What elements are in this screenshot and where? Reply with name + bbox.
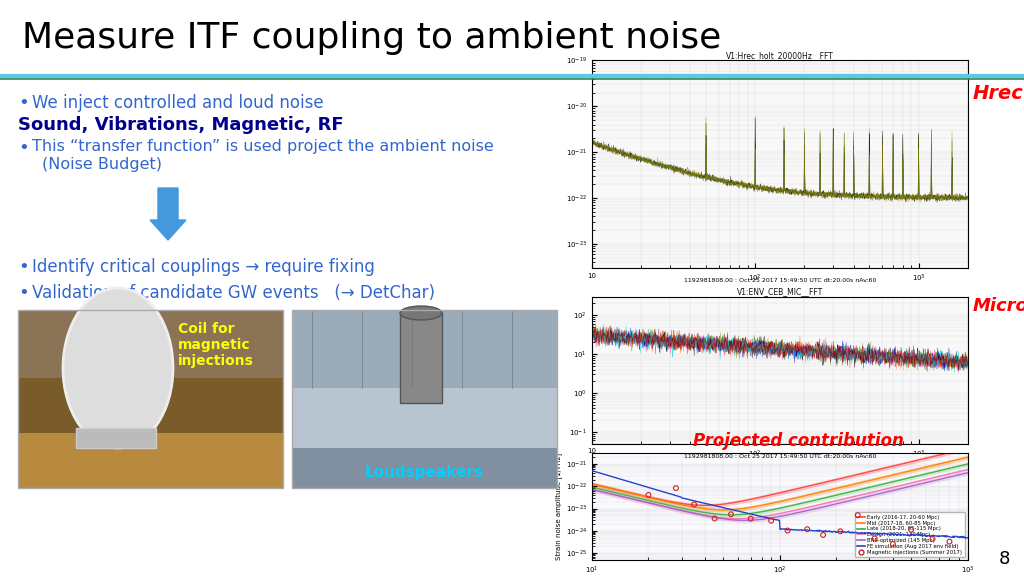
Point bbox=[866, 534, 883, 543]
Text: Coil for
magnetic
injections: Coil for magnetic injections bbox=[178, 322, 254, 369]
Text: 1192981808.00 : Oct 25 2017 15:49:50 UTC dt:20.00s nAv:60: 1192981808.00 : Oct 25 2017 15:49:50 UTC… bbox=[684, 454, 876, 459]
Point bbox=[779, 526, 796, 535]
Text: This “transfer function” is used project the ambient noise: This “transfer function” is used project… bbox=[32, 139, 494, 154]
Text: •: • bbox=[18, 284, 29, 302]
Text: Microphone: Microphone bbox=[973, 297, 1024, 314]
Text: Projected contribution: Projected contribution bbox=[693, 433, 904, 450]
Text: Identify critical couplings → require fixing: Identify critical couplings → require fi… bbox=[32, 258, 375, 276]
Bar bbox=[292, 310, 557, 488]
Point bbox=[903, 525, 920, 535]
Text: 8: 8 bbox=[998, 550, 1010, 568]
Title: V1:Hrec_holt_20000Hz__FFT: V1:Hrec_holt_20000Hz__FFT bbox=[726, 51, 834, 60]
Text: Measure ITF coupling to ambient noise: Measure ITF coupling to ambient noise bbox=[22, 21, 721, 55]
Text: Sound, Vibrations, Magnetic, RF: Sound, Vibrations, Magnetic, RF bbox=[18, 116, 344, 134]
Point bbox=[686, 500, 702, 509]
Text: Validation of candidate GW events   (→ DetChar): Validation of candidate GW events (→ Det… bbox=[32, 284, 435, 302]
Point bbox=[941, 537, 957, 546]
Point bbox=[640, 490, 656, 499]
Text: •: • bbox=[18, 258, 29, 276]
Y-axis label: Strain noise amplitude [1/√Hz]: Strain noise amplitude [1/√Hz] bbox=[556, 453, 563, 560]
Point bbox=[885, 539, 901, 548]
Legend: Early (2016-17, 20-60 Mpc), Mid (2017-18, 60-85 Mpc), Late (2018-20, 65-115 Mpc): Early (2016-17, 20-60 Mpc), Mid (2017-18… bbox=[855, 512, 965, 557]
Point bbox=[763, 516, 779, 525]
Point bbox=[850, 511, 866, 520]
Bar bbox=[400, 313, 442, 403]
Point bbox=[799, 525, 815, 534]
Bar bbox=[18, 433, 283, 488]
Point bbox=[707, 514, 723, 523]
Text: 1192981808.00 : Oct 25 2017 15:49:50 UTC dt:20.00s nAv:60: 1192981808.00 : Oct 25 2017 15:49:50 UTC… bbox=[684, 278, 876, 283]
Bar bbox=[292, 310, 557, 388]
Point bbox=[742, 514, 759, 523]
Text: •: • bbox=[18, 94, 29, 112]
Ellipse shape bbox=[63, 288, 173, 448]
Text: (Noise Budget): (Noise Budget) bbox=[42, 157, 162, 172]
Point bbox=[668, 483, 684, 492]
Bar bbox=[18, 310, 283, 488]
Title: V1:ENV_CEB_MIC__FFT: V1:ENV_CEB_MIC__FFT bbox=[736, 287, 823, 297]
Point bbox=[925, 535, 941, 544]
Text: Loudspeakers: Loudspeakers bbox=[365, 465, 483, 480]
Point bbox=[833, 526, 849, 536]
Bar bbox=[18, 310, 283, 378]
Ellipse shape bbox=[400, 306, 442, 320]
Text: •: • bbox=[18, 139, 29, 157]
Text: We inject controlled and loud noise: We inject controlled and loud noise bbox=[32, 94, 324, 112]
Bar bbox=[18, 310, 283, 488]
Text: Hrec: Hrec bbox=[973, 84, 1024, 103]
Point bbox=[723, 510, 739, 519]
Bar bbox=[76, 428, 156, 448]
FancyArrow shape bbox=[150, 188, 186, 240]
Bar bbox=[292, 448, 557, 488]
Bar bbox=[292, 310, 557, 488]
Point bbox=[815, 530, 831, 540]
